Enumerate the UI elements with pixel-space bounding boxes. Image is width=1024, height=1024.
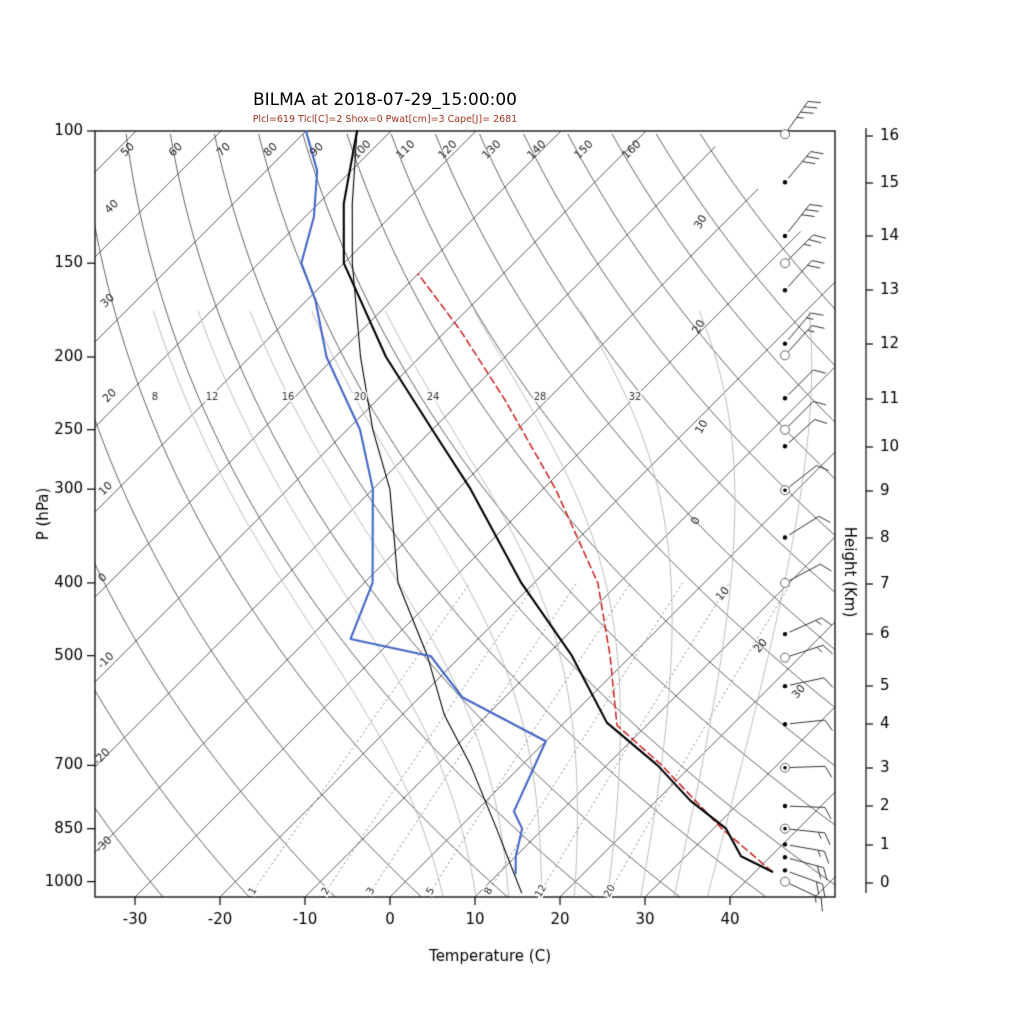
chart-subtitle: Plcl=619 Tlcl[C]=2 Shox=0 Pwat[cm]=3 Cap… <box>252 114 518 125</box>
chart-title: BILMA at 2018-07-29_15:00:00 <box>253 90 517 110</box>
